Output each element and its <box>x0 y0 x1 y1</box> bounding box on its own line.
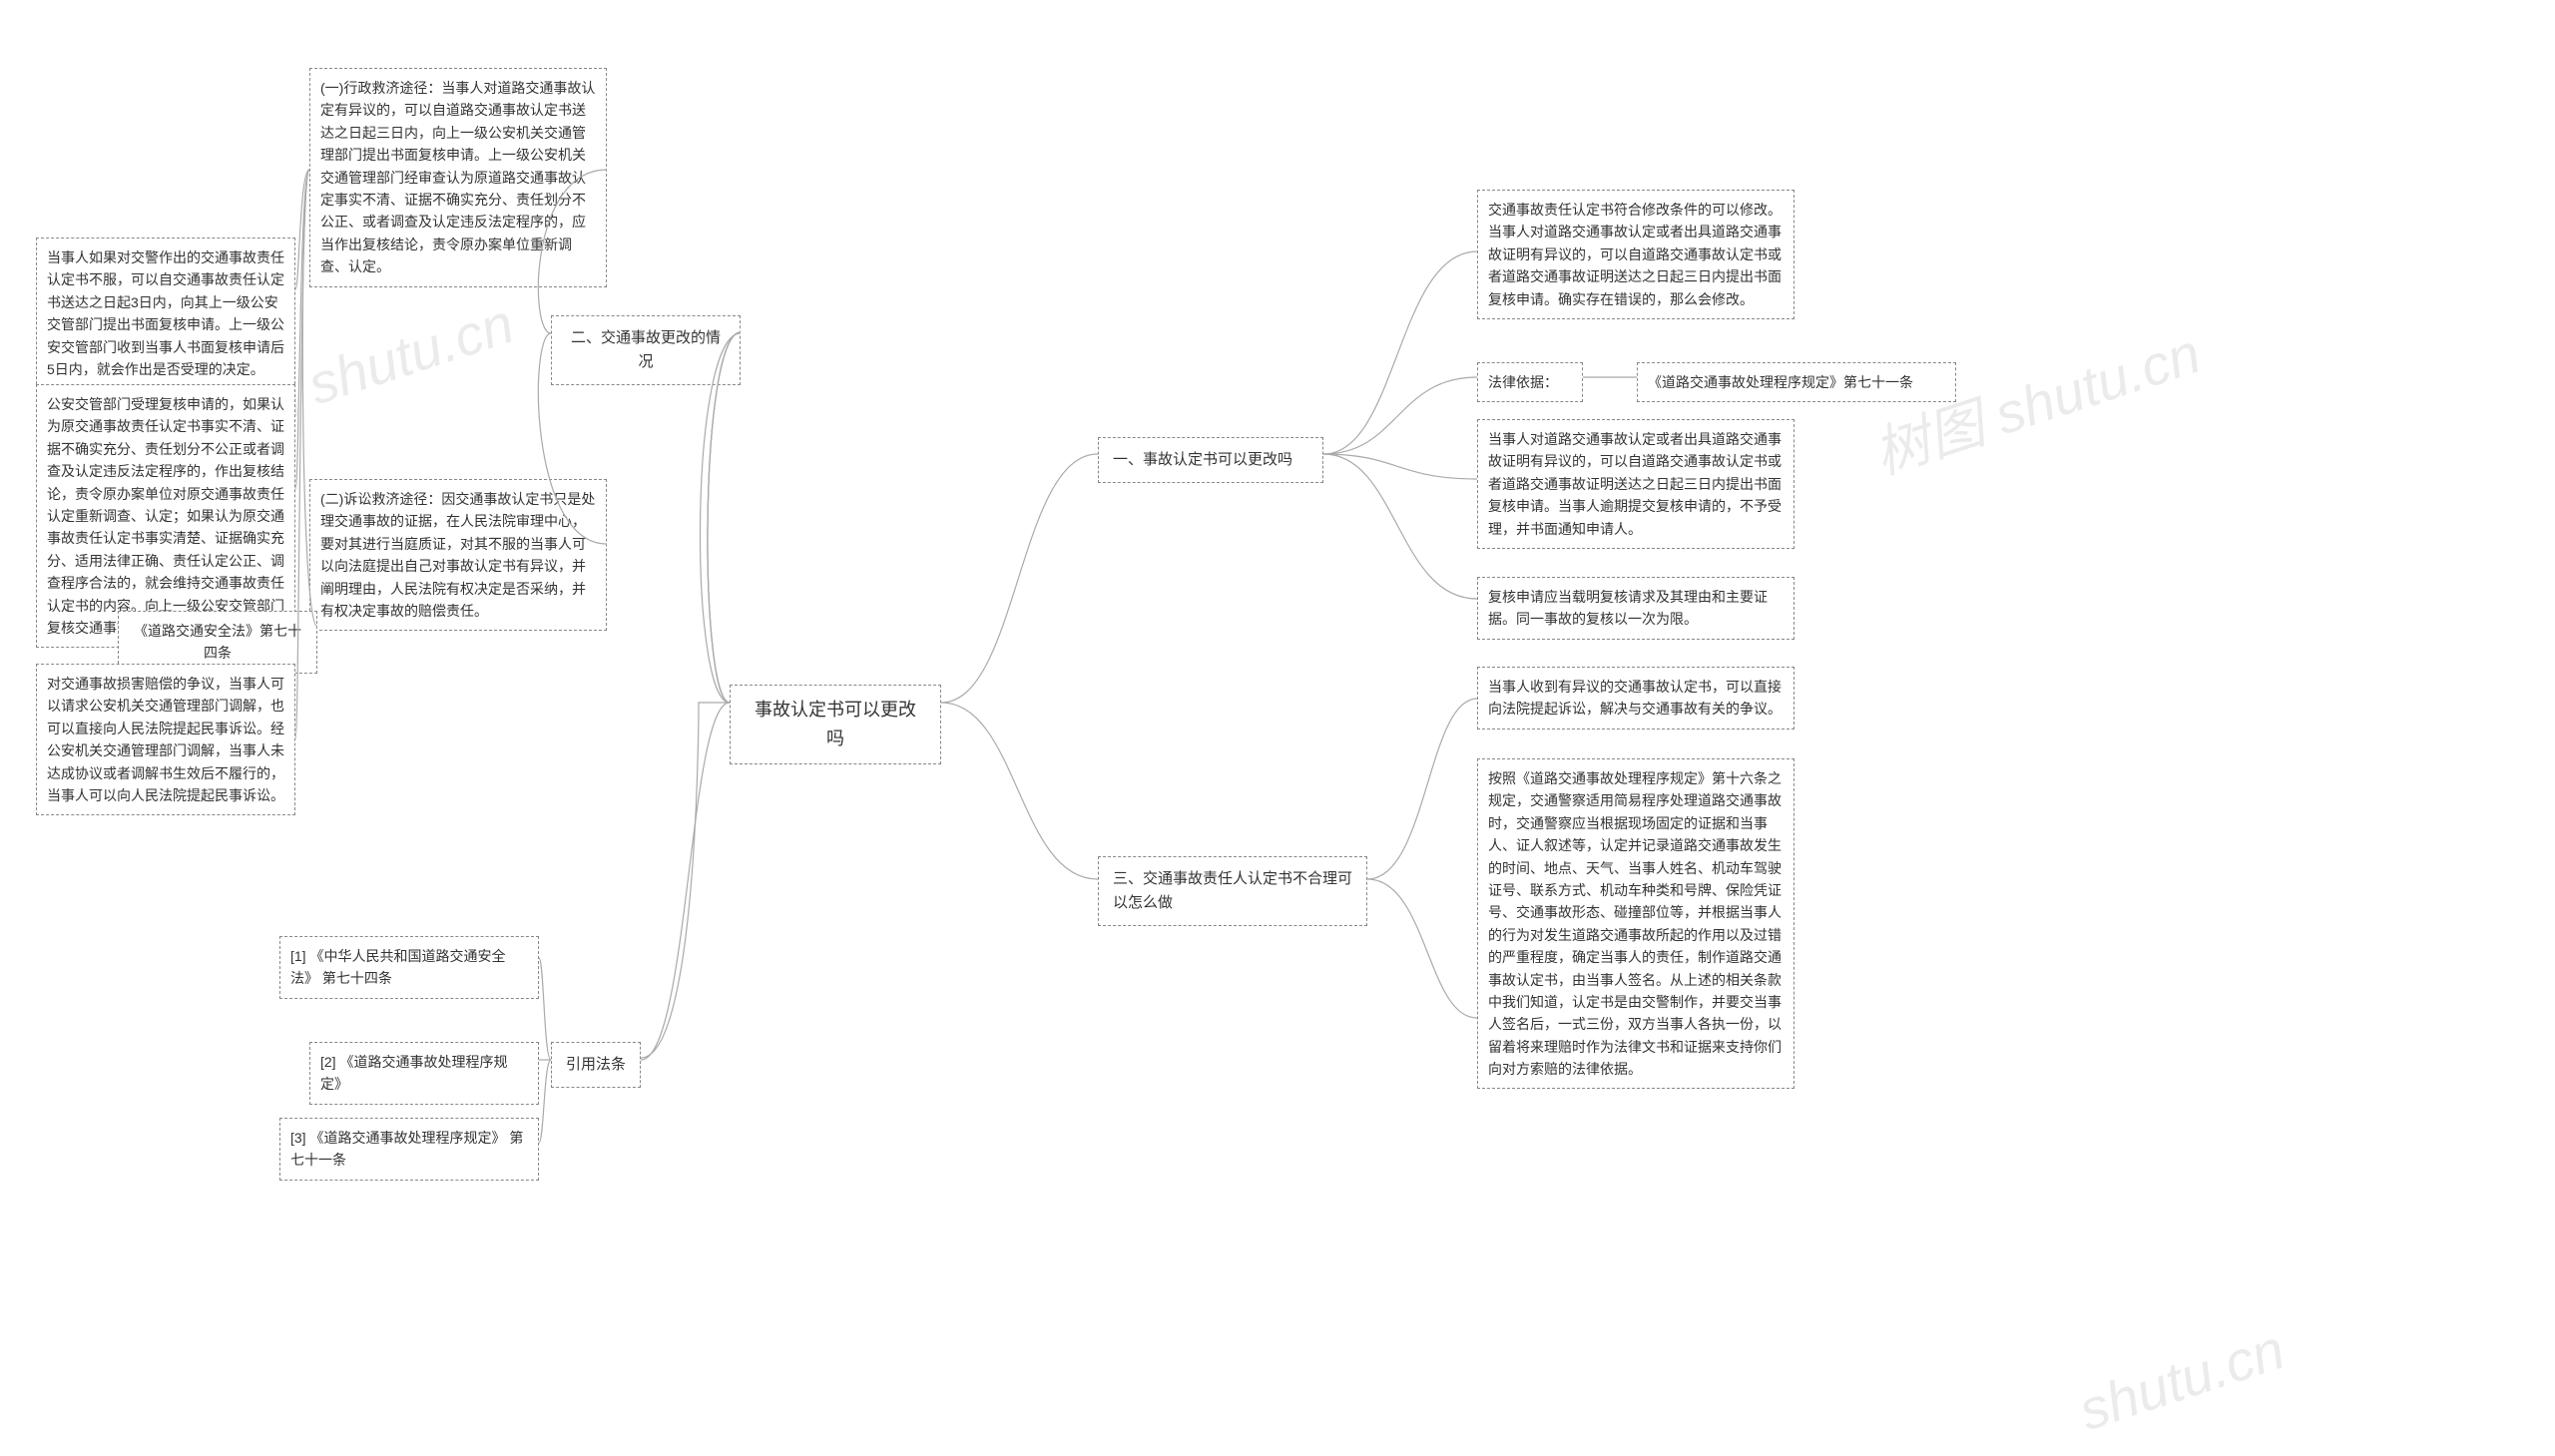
leaf-b3-1: 当事人收到有异议的交通事故认定书，可以直接向法院提起诉讼，解决与交通事故有关的争… <box>1477 667 1794 729</box>
leaf-b1-2b: 《道路交通事故处理程序规定》第七十一条 <box>1637 362 1956 402</box>
leaf-b2-1: (一)行政救济途径：当事人对道路交通事故认定有异议的，可以自道路交通事故认定书送… <box>309 68 607 287</box>
leaf-b4-2: [2] 《道路交通事故处理程序规定》 <box>309 1042 539 1105</box>
leaf-b1-3: 当事人对道路交通事故认定或者出具道路交通事故证明有异议的，可以自道路交通事故认定… <box>1477 419 1794 549</box>
leaf-b3-2: 按照《道路交通事故处理程序规定》第十六条之规定，交通警察适用简易程序处理道路交通… <box>1477 758 1794 1089</box>
leaf-b4-1: [1] 《中华人民共和国道路交通安全法》 第七十四条 <box>279 936 539 999</box>
branch-3: 三、交通事故责任人认定书不合理可以怎么做 <box>1098 856 1367 926</box>
leaf-b2-2: (二)诉讼救济途径：因交通事故认定书只是处理交通事故的证据，在人民法院审理中心，… <box>309 479 607 631</box>
branch-4: 引用法条 <box>551 1042 641 1088</box>
watermark: shutu.cn <box>2071 1316 2292 1443</box>
root-node: 事故认定书可以更改吗 <box>730 685 941 764</box>
leaf-b2-1a: 当事人如果对交警作出的交通事故责任认定书不服，可以自交通事故责任认定书送达之日起… <box>36 238 295 389</box>
branch-1: 一、事故认定书可以更改吗 <box>1098 437 1323 483</box>
leaf-b4-3: [3] 《道路交通事故处理程序规定》 第七十一条 <box>279 1118 539 1181</box>
leaf-b1-4: 复核申请应当载明复核请求及其理由和主要证据。同一事故的复核以一次为限。 <box>1477 577 1794 640</box>
leaf-b1-1: 交通事故责任认定书符合修改条件的可以修改。当事人对道路交通事故认定或者出具道路交… <box>1477 190 1794 319</box>
leaf-b1-2a: 法律依据： <box>1477 362 1583 402</box>
leaf-b2-1b: 公安交管部门受理复核申请的，如果认为原交通事故责任认定书事实不清、证据不确实充分… <box>36 384 295 648</box>
branch-2: 二、交通事故更改的情况 <box>551 315 741 385</box>
leaf-b2-1d: 对交通事故损害赔偿的争议，当事人可以请求公安机关交通管理部门调解，也可以直接向人… <box>36 664 295 815</box>
